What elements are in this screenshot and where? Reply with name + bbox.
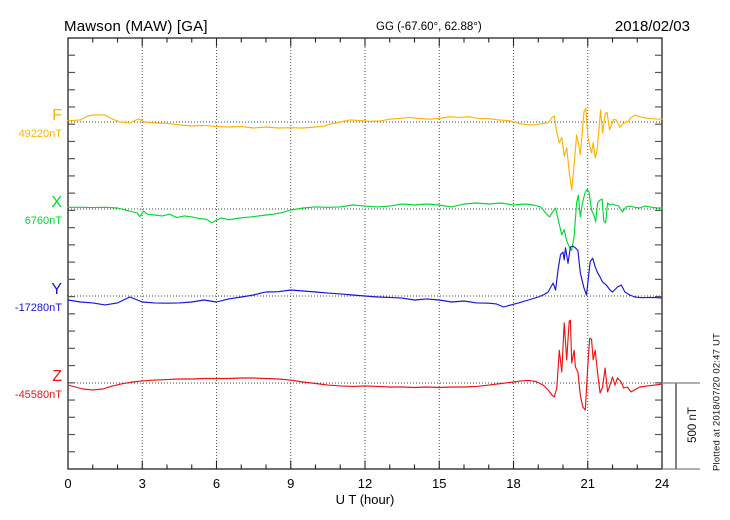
x-tick-label: 12 [357,476,373,491]
plotted-timestamp-note: Plotted at 2018/07/20 02:47 UT [711,332,723,472]
channel-baseline-f: 49220nT [18,128,62,140]
x-tick-label: 24 [654,476,670,491]
channel-label-x: X [51,194,62,211]
scale-bar-label: 500 nT [687,407,699,443]
x-tick-label: 21 [580,476,595,491]
trace-x [67,188,663,251]
trace-z [67,319,663,411]
x-axis-title: U T (hour) [335,492,395,507]
geographic-coords: GG (-67.60°, 62.88°) [376,21,482,33]
channel-baseline-y: -17280nT [14,302,62,314]
x-tick-label: 3 [138,476,146,491]
channel-label-z: Z [52,368,62,385]
channel-baseline-x: 6760nT [24,215,62,227]
channel-label-y: Y [51,281,62,298]
channel-baseline-z: -45580nT [14,389,62,401]
x-tick-label: 15 [432,476,447,491]
trace-f [67,107,663,191]
x-tick-label: 18 [506,476,521,491]
x-tick-label: 9 [287,476,295,491]
x-tick-label: 6 [212,476,221,491]
channel-label-f: F [52,107,62,124]
station-title: Mawson (MAW) [GA] [64,18,208,35]
plot-date: 2018/02/03 [614,18,690,35]
x-tick-label: 0 [64,476,72,491]
trace-y [67,245,663,308]
